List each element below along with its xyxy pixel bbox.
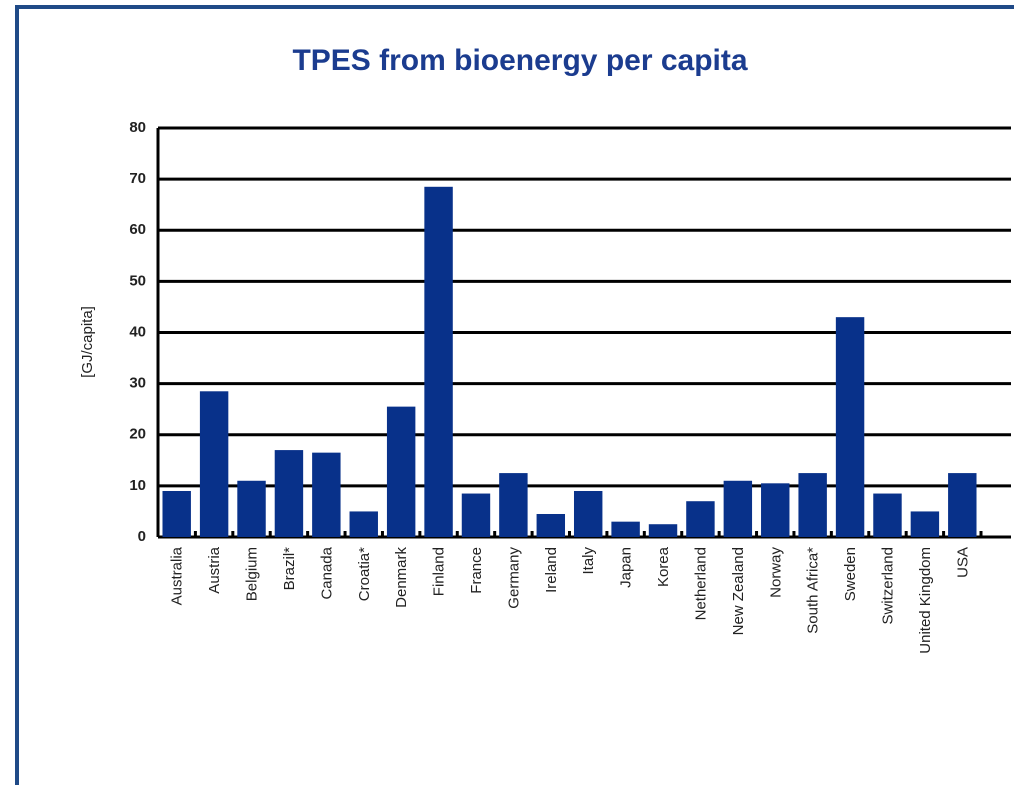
x-tick-label: Sweden <box>842 547 859 601</box>
y-tick-label: 60 <box>129 221 146 238</box>
bar <box>499 473 528 537</box>
y-tick-label: 0 <box>138 528 146 545</box>
y-tick-label: 80 <box>129 119 146 136</box>
x-tick-label: Belgium <box>244 547 261 601</box>
bar <box>835 317 865 537</box>
x-tick-label: Germany <box>505 547 522 609</box>
bar <box>312 452 341 537</box>
y-tick-label: 50 <box>129 272 146 289</box>
x-tick-label: Croatia* <box>356 547 373 601</box>
x-tick-label: South Africa* <box>805 547 822 634</box>
x-tick-label: Brazil* <box>281 547 298 591</box>
x-tick-label: France <box>468 547 485 594</box>
bar <box>686 501 715 537</box>
y-tick-label: 30 <box>129 375 146 392</box>
bar <box>199 391 229 537</box>
bar <box>910 511 940 537</box>
chart-title: TPES from bioenergy per capita <box>292 44 747 77</box>
y-tick-label: 40 <box>129 323 146 340</box>
bar <box>798 473 827 537</box>
x-tick-label: USA <box>954 547 971 578</box>
bar <box>761 483 790 537</box>
x-tick-label: Australia <box>169 546 186 605</box>
x-tick-label: Netherland <box>692 547 709 620</box>
x-tick-label: Ireland <box>543 547 560 593</box>
frame <box>15 5 1014 785</box>
x-tick-label: Austria <box>206 546 223 593</box>
bar <box>536 513 566 537</box>
bar <box>873 493 902 537</box>
bar <box>162 490 191 537</box>
y-tick-label: 10 <box>129 477 146 494</box>
bar <box>461 493 491 537</box>
x-tick-label: Korea <box>655 546 672 587</box>
x-tick-label: Denmark <box>393 547 410 608</box>
x-tick-label: Switzerland <box>879 547 896 625</box>
bar <box>386 406 416 537</box>
x-tick-label: Japan <box>618 547 635 588</box>
y-tick-label: 70 <box>129 170 146 187</box>
bar <box>611 521 640 537</box>
x-tick-label: United Kingdom <box>917 547 934 654</box>
y-axis-label: [GJ/capita] <box>79 306 96 378</box>
y-tick-label: 20 <box>129 426 146 443</box>
bar <box>723 480 753 537</box>
bar <box>573 490 603 537</box>
x-tick-label: New Zealand <box>730 547 747 635</box>
bar <box>424 186 453 537</box>
bar <box>274 450 304 537</box>
bar <box>237 480 266 537</box>
bar <box>648 524 678 537</box>
bar <box>349 511 378 537</box>
x-tick-label: Canada <box>318 546 335 599</box>
x-tick-label: Italy <box>580 547 597 575</box>
bar <box>948 473 977 537</box>
x-tick-label: Finland <box>431 547 448 596</box>
x-tick-label: Norway <box>767 547 784 598</box>
